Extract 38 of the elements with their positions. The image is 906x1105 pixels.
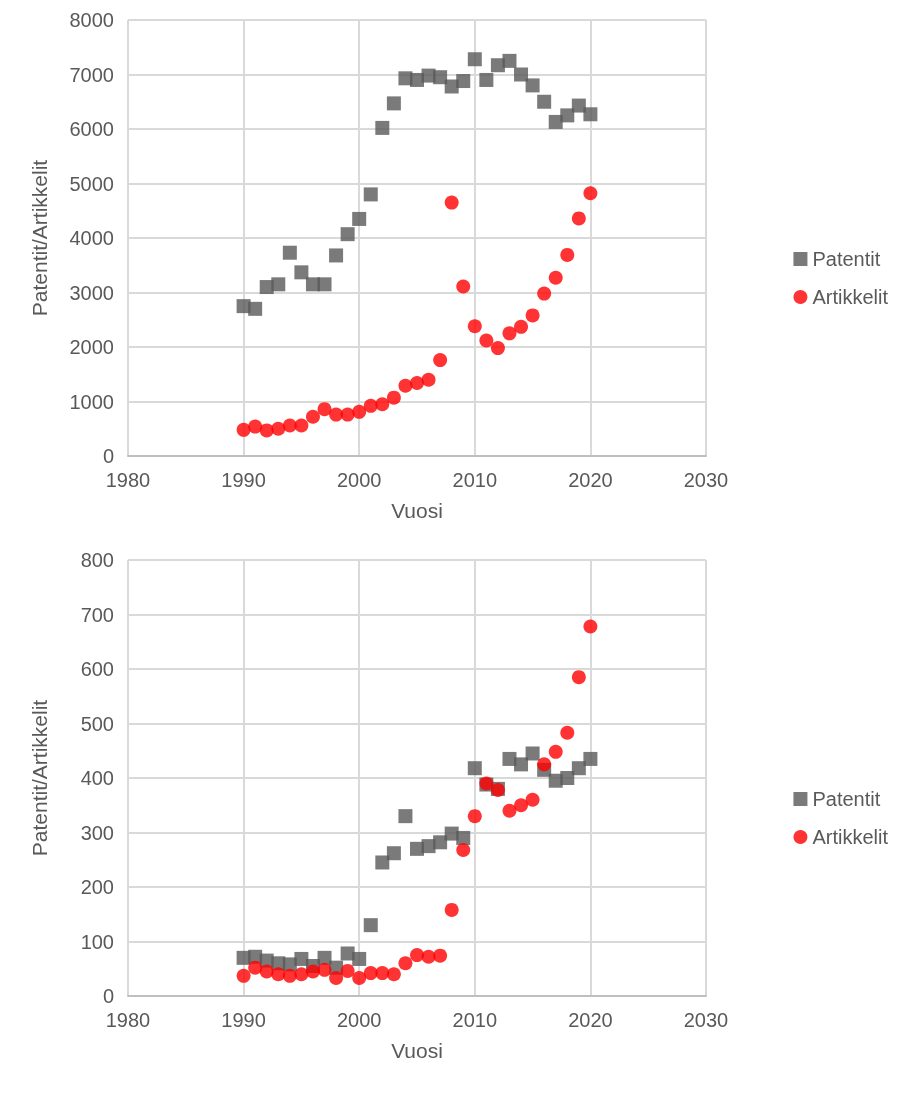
- x-tick-label: 2000: [336, 469, 382, 491]
- x-tick-label: 2030: [683, 469, 729, 491]
- y-axis-title: Patentit/Artikkelit: [28, 159, 51, 317]
- x-tick-label: 1980: [105, 469, 151, 491]
- y-tick-label: 400: [80, 767, 114, 789]
- x-tick-label: 2020: [568, 469, 613, 491]
- y-tick-label: 0: [102, 985, 114, 1007]
- y-tick-label: 7000: [69, 63, 114, 86]
- y-tick-label: 600: [80, 658, 114, 680]
- x-tick-label: 2020: [568, 1009, 613, 1031]
- x-tick-label: 2010: [452, 1009, 498, 1031]
- y-tick-label: 500: [80, 712, 114, 735]
- legend-label: Artikkelit: [812, 826, 889, 848]
- x-axis-title: Vuosi: [391, 1039, 443, 1062]
- x-tick-label: 1990: [221, 469, 266, 491]
- x-tick-label: 2010: [452, 469, 498, 491]
- y-tick-label: 3000: [69, 281, 114, 304]
- x-tick-label: 1990: [221, 1009, 266, 1031]
- y-tick-label: 100: [80, 930, 114, 953]
- y-tick-label: 4000: [69, 227, 114, 249]
- x-axis-title: Vuosi: [391, 499, 443, 522]
- y-tick-label: 8000: [69, 9, 114, 31]
- y-tick-label: 300: [80, 821, 114, 844]
- y-tick-label: 2000: [69, 336, 114, 358]
- y-tick-label: 5000: [69, 172, 114, 195]
- y-tick-label: 200: [80, 876, 114, 898]
- y-tick-label: 700: [80, 603, 114, 626]
- y-tick-label: 0: [102, 445, 114, 467]
- legend-label: Patentit: [812, 788, 881, 810]
- y-tick-label: 800: [80, 549, 114, 571]
- legend-label: Patentit: [812, 248, 881, 270]
- y-tick-label: 6000: [69, 118, 114, 140]
- y-axis-title: Patentit/Artikkelit: [28, 699, 51, 857]
- legend-label: Artikkelit: [812, 286, 889, 308]
- y-tick-label: 1000: [69, 390, 114, 413]
- x-tick-label: 1980: [105, 1009, 151, 1031]
- x-tick-label: 2000: [336, 1009, 382, 1031]
- x-tick-label: 2030: [683, 1009, 729, 1031]
